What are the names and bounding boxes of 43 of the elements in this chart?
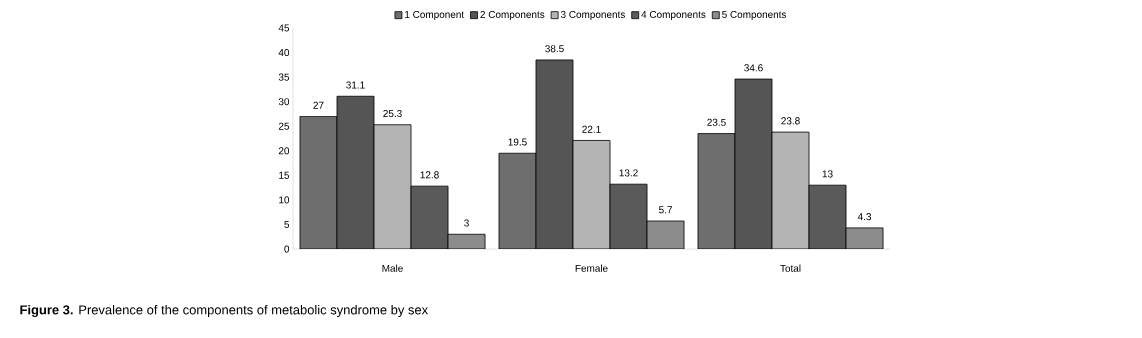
y-tick-label: 5 [284, 220, 290, 228]
x-tick-label: Female [575, 264, 608, 272]
data-label: 34.6 [744, 64, 763, 72]
bar [697, 133, 736, 249]
legend-label: 2 Components [480, 10, 545, 20]
bar [734, 78, 773, 249]
bar [609, 183, 648, 249]
y-tick-label: 25 [278, 122, 290, 130]
data-label: 5.7 [659, 206, 672, 214]
data-label: 23.8 [781, 117, 800, 125]
text: Figure 3. Prevalence of the components of metabolic syndrome by sex [20, 304, 428, 318]
y-tick-label: 0 [284, 245, 290, 253]
data-label: 3 [464, 219, 469, 227]
data-label: 13.2 [619, 169, 638, 177]
bar [808, 184, 847, 249]
data-label: 12.8 [420, 171, 439, 179]
data-label: 27 [313, 101, 324, 109]
y-tick-label: 40 [278, 49, 290, 57]
bar [498, 152, 537, 249]
legend-label: 3 Components [560, 10, 625, 20]
legend-label: 5 Components [722, 10, 787, 20]
data-label: 31.1 [346, 81, 365, 89]
y-tick-label: 15 [279, 171, 290, 179]
bar [410, 185, 449, 249]
y-tick-label: 35 [278, 73, 290, 81]
y-tick-label: 45 [278, 24, 290, 32]
bar [535, 59, 574, 249]
legend-label: 1 Component [405, 10, 465, 20]
data-label: 38.5 [545, 45, 564, 53]
y-tick-label: 30 [278, 98, 290, 106]
y-tick-label: 20 [278, 147, 290, 155]
data-label: 13 [822, 170, 833, 178]
y-tick-label: 10 [279, 196, 290, 204]
data-label: 22.1 [582, 125, 601, 133]
data-label: 19.5 [508, 138, 527, 146]
bar [299, 116, 338, 249]
legend-label: 4 Components [641, 10, 706, 20]
x-tick-label: Male [382, 264, 403, 272]
data-label: 23.5 [707, 118, 726, 126]
x-tick-label: Total [780, 264, 801, 272]
data-label: 4.3 [857, 213, 872, 221]
bar [336, 95, 375, 249]
data-label: 25.3 [383, 109, 402, 118]
